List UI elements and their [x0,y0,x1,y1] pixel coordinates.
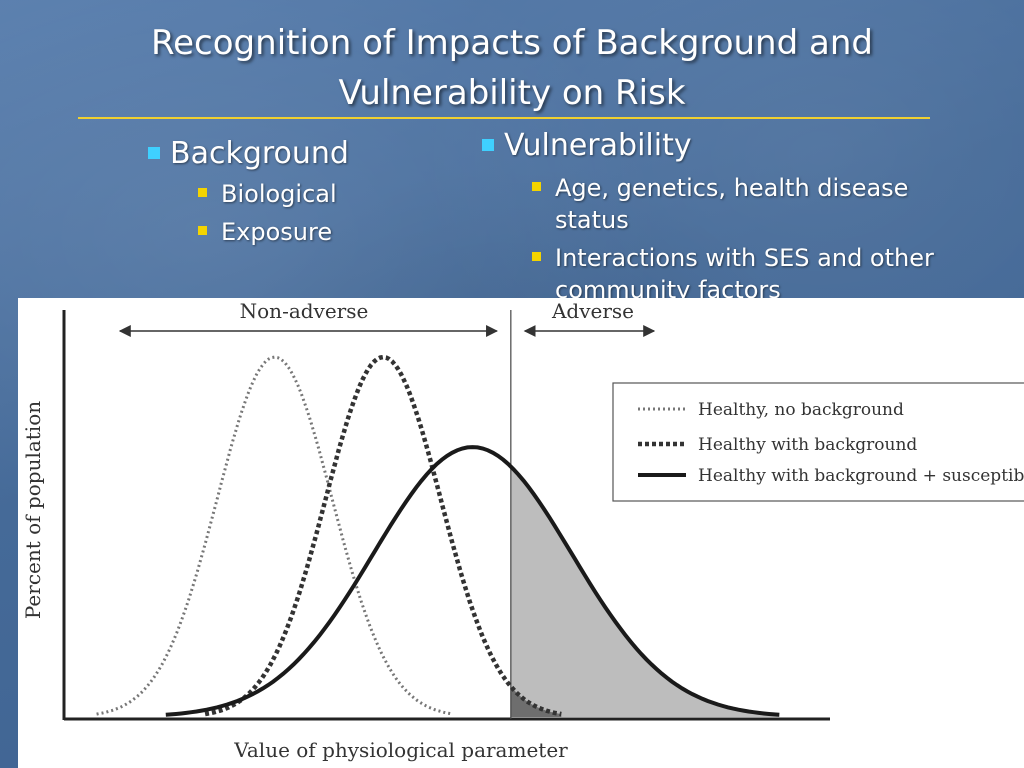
distribution-chart: Non-adverse Adverse Percent of populatio… [21,299,1024,762]
bullet-age-genetics-line2: status [555,206,629,234]
bullet-age-genetics-line1: Age, genetics, health disease [555,174,909,202]
background-bullet-list: Background Biological Exposure [148,136,448,248]
bullet-square-icon [148,147,160,159]
bullet-vulnerability-label: Vulnerability [504,128,692,163]
slide-title: Recognition of Impacts of Background and… [80,18,944,118]
sub-bullet-square-icon [198,188,207,197]
title-line-2: Vulnerability on Risk [338,73,686,113]
distribution-figure: Non-adverse Adverse Percent of populatio… [18,298,1024,768]
bullet-interactions: Interactions with SES and other communit… [532,242,1002,306]
bullet-age-genetics-label: Age, genetics, health disease status [555,172,908,236]
sub-bullet-square-icon [532,252,541,261]
vulnerability-bullet-list: Vulnerability Age, genetics, health dise… [482,128,1002,306]
bullet-square-icon [482,139,494,151]
title-underline [78,117,930,119]
shaded-area-background [510,686,562,717]
shaded-area-susceptible [510,466,780,717]
curve-healthy-with-background [204,354,562,717]
bullet-background-label: Background [170,136,349,171]
bullet-age-genetics: Age, genetics, health disease status [532,172,1002,236]
bullet-interactions-label: Interactions with SES and other communit… [555,242,934,306]
title-line-1: Recognition of Impacts of Background and [151,23,873,63]
chart-legend: Healthy, no background Healthy with back… [612,382,1024,502]
legend-label-healthy-with-background-susceptible: Healthy with background + susceptible [698,466,1024,486]
adverse-label: Adverse [551,299,634,323]
bullet-biological: Biological [198,178,448,210]
adverse-shaded-area [510,466,780,717]
bullet-vulnerability: Vulnerability [482,128,1002,164]
curve-healthy-with-background-susceptible [165,445,780,717]
bullet-exposure: Exposure [198,216,448,248]
bullet-interactions-line1: Interactions with SES and other [555,244,934,272]
legend-label-healthy-with-background: Healthy with background [698,435,917,455]
curve-healthy-no-background [96,355,454,716]
sub-bullet-square-icon [532,182,541,191]
non-adverse-label: Non-adverse [240,299,369,323]
x-axis-label: Value of physiological parameter [233,738,568,762]
sub-bullet-square-icon [198,226,207,235]
bullet-biological-label: Biological [221,180,337,208]
bullet-background: Background [148,136,448,172]
bullet-exposure-label: Exposure [221,218,333,246]
y-axis-label: Percent of population [21,401,45,619]
legend-label-healthy-no-background: Healthy, no background [698,400,904,420]
